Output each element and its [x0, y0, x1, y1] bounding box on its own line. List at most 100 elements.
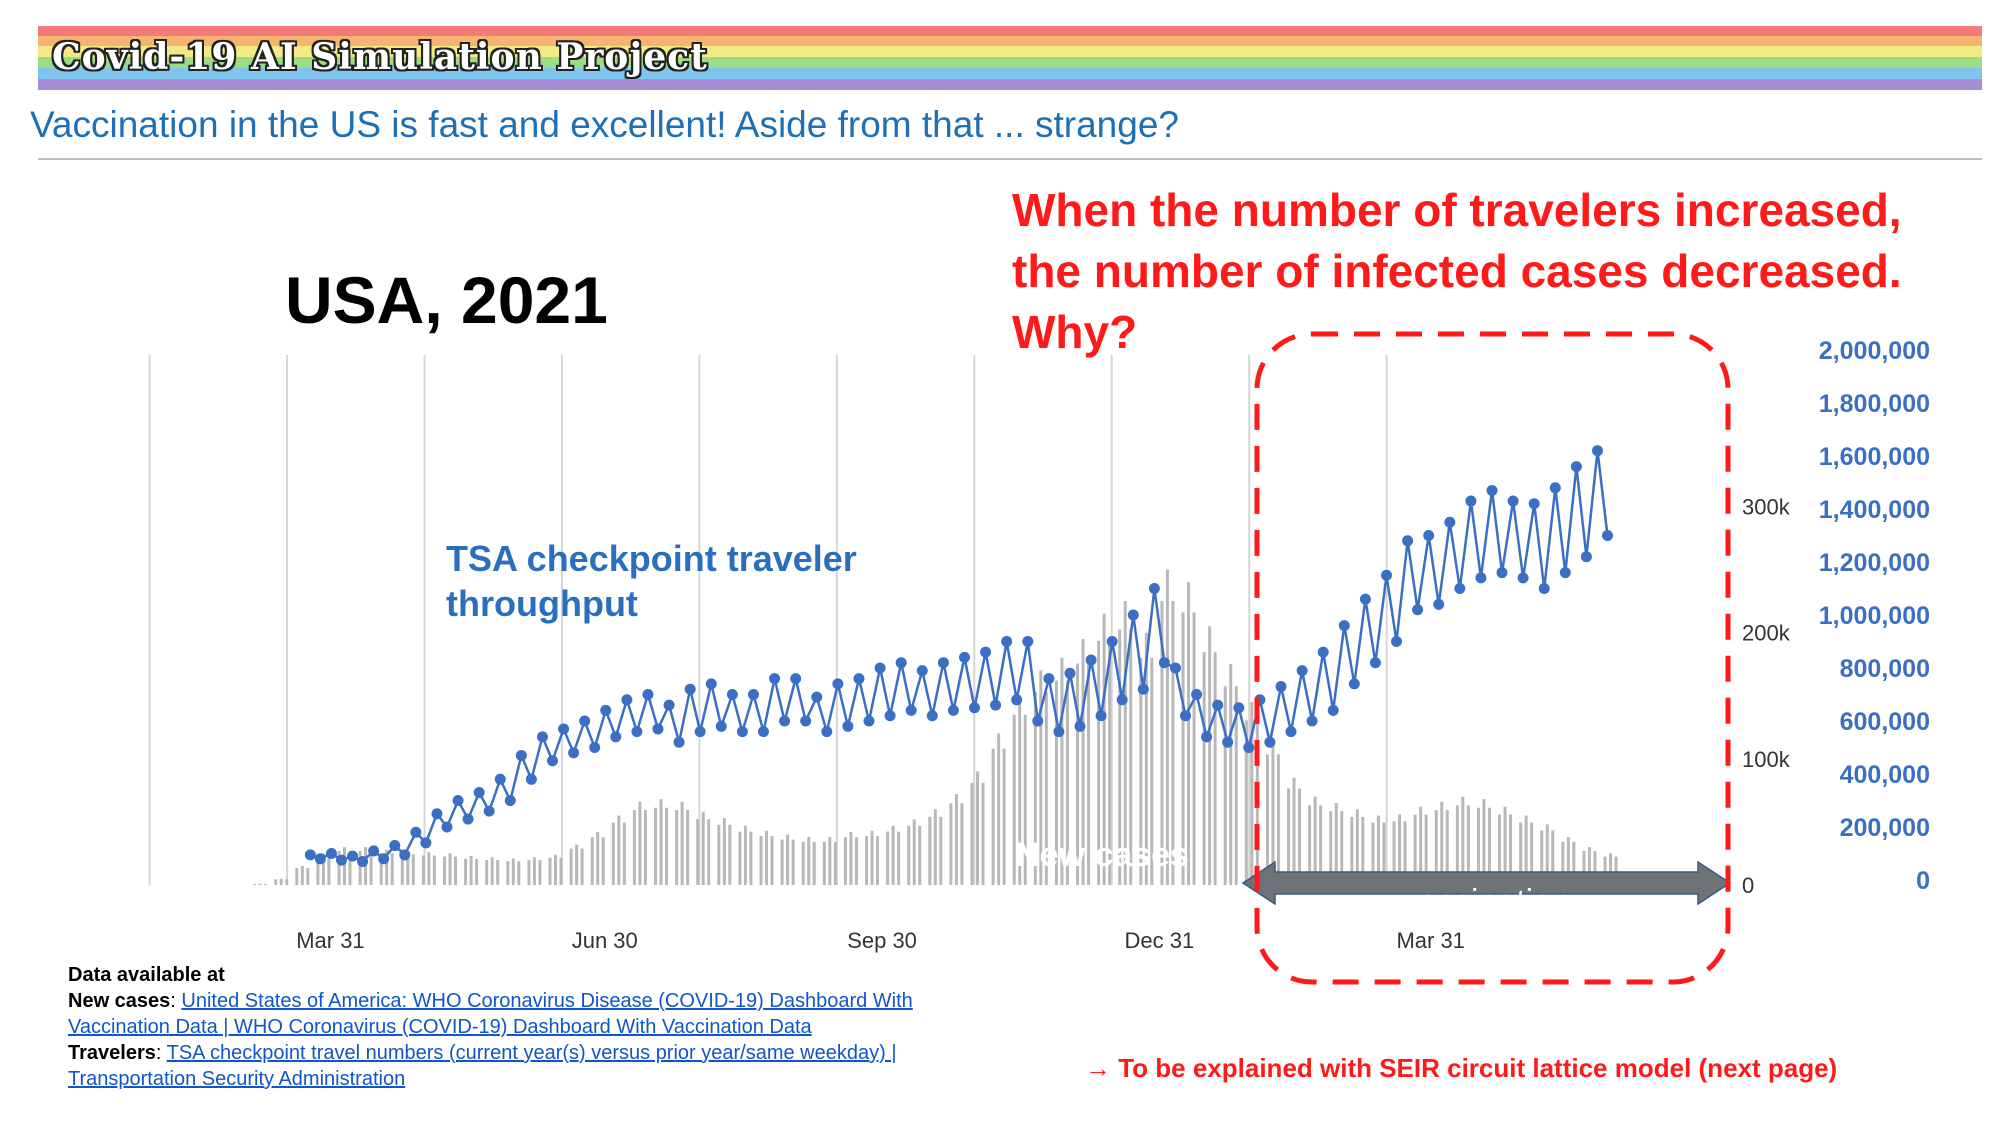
traveler-point — [1433, 598, 1445, 610]
x-tick-label: Sep 30 — [847, 928, 917, 953]
case-bar — [1361, 816, 1365, 885]
new-cases-source-link[interactable]: United States of America: WHO Coronaviru… — [181, 990, 913, 1012]
case-bar — [659, 799, 663, 885]
traveler-point — [811, 691, 823, 703]
traveler-point — [652, 723, 664, 735]
case-bar — [738, 831, 742, 885]
traveler-point — [389, 840, 401, 852]
case-bar — [1413, 814, 1417, 885]
traveler-point — [1402, 535, 1414, 547]
traveler-point — [546, 755, 558, 767]
traveler-point — [1580, 551, 1592, 563]
traveler-point — [1053, 726, 1065, 738]
case-bar — [1118, 629, 1122, 885]
case-bar — [722, 818, 726, 885]
case-bar — [1371, 822, 1375, 885]
case-bar — [686, 810, 690, 885]
traveler-point — [874, 662, 886, 674]
travelers-line — [309, 450, 1609, 863]
traveler-point — [1169, 662, 1181, 674]
traveler-point — [610, 731, 622, 743]
case-bar — [1018, 695, 1022, 885]
traveler-point — [1465, 495, 1477, 507]
case-bar — [622, 822, 626, 885]
separator: : — [155, 1042, 167, 1064]
traveler-point — [1549, 482, 1561, 494]
case-bar — [295, 867, 299, 885]
case-bar — [1445, 810, 1449, 885]
traveler-point — [1306, 715, 1318, 727]
traveler-point — [863, 715, 875, 727]
case-bar — [1503, 806, 1507, 885]
case-bar — [1487, 807, 1491, 885]
case-bar — [1023, 714, 1027, 885]
case-bar — [696, 819, 700, 885]
case-bar — [532, 857, 536, 885]
case-bar — [1572, 841, 1576, 885]
case-bar — [1087, 663, 1091, 885]
case-bar — [1329, 811, 1333, 885]
traveler-point — [1064, 667, 1076, 679]
case-bar — [749, 831, 753, 885]
travelers-source-link-cont[interactable]: Transportation Security Administration — [68, 1068, 406, 1090]
case-bar — [918, 825, 922, 885]
question-line-2: the number of infected cases decreased. — [1012, 245, 1902, 297]
traveler-point — [1043, 673, 1055, 685]
traveler-point — [705, 678, 717, 690]
case-bar — [569, 848, 573, 885]
case-bar — [765, 830, 769, 885]
sources-heading: Data available at — [68, 964, 225, 986]
traveler-point — [1148, 583, 1160, 594]
case-bar — [548, 857, 552, 885]
traveler-point — [1517, 572, 1529, 584]
traveler-point — [420, 837, 432, 849]
case-bar — [1065, 680, 1069, 885]
traveler-point — [1602, 530, 1614, 541]
travelers-series — [304, 445, 1614, 867]
case-bar — [717, 824, 721, 885]
case-bar — [364, 847, 368, 885]
traveler-point — [1391, 636, 1403, 647]
traveler-point — [1275, 681, 1287, 693]
case-bar — [1271, 739, 1275, 885]
traveler-point — [1592, 445, 1604, 457]
case-bar — [1419, 806, 1423, 885]
case-bar — [511, 858, 515, 885]
new-cases-source-link-cont[interactable]: Vaccination Data | WHO Coronavirus (COVI… — [68, 1016, 812, 1038]
left-axis-ticks: 0 100k 200k 300k — [1742, 494, 1791, 898]
case-bar — [791, 839, 795, 885]
right-tick-label: 1,200,000 — [1819, 549, 1930, 577]
traveler-point — [1475, 572, 1487, 584]
traveler-point — [1423, 530, 1435, 541]
traveler-point — [600, 704, 612, 716]
case-bar — [1250, 702, 1254, 885]
traveler-point — [980, 646, 992, 658]
case-bar — [949, 803, 953, 885]
vaccination-label: vaccination — [1401, 883, 1571, 921]
case-bar — [1012, 714, 1016, 885]
traveler-point — [1116, 694, 1128, 706]
traveler-point — [1095, 710, 1107, 722]
case-bar — [1609, 853, 1613, 885]
case-bar — [1213, 652, 1217, 885]
traveler-point — [536, 731, 548, 743]
case-bar — [907, 825, 911, 885]
case-bar — [385, 849, 389, 885]
travelers-source-link[interactable]: TSA checkpoint travel numbers (current y… — [166, 1042, 897, 1064]
traveler-point — [1212, 699, 1224, 711]
case-bar — [454, 856, 458, 885]
right-tick-label: 1,800,000 — [1819, 390, 1930, 418]
case-bar — [432, 855, 436, 885]
case-bar — [306, 867, 310, 885]
case-bar — [1102, 613, 1106, 885]
traveler-point — [715, 720, 727, 732]
left-tick-label: 100k — [1742, 747, 1791, 772]
right-tick-label: 600,000 — [1840, 708, 1930, 736]
traveler-point — [642, 689, 654, 700]
case-bar — [1234, 686, 1238, 885]
traveler-point — [842, 720, 854, 732]
case-bar — [876, 836, 880, 885]
traveler-point — [853, 673, 865, 685]
travelers-label-line-1: TSA checkpoint traveler — [446, 538, 857, 579]
case-bar — [1171, 601, 1175, 885]
